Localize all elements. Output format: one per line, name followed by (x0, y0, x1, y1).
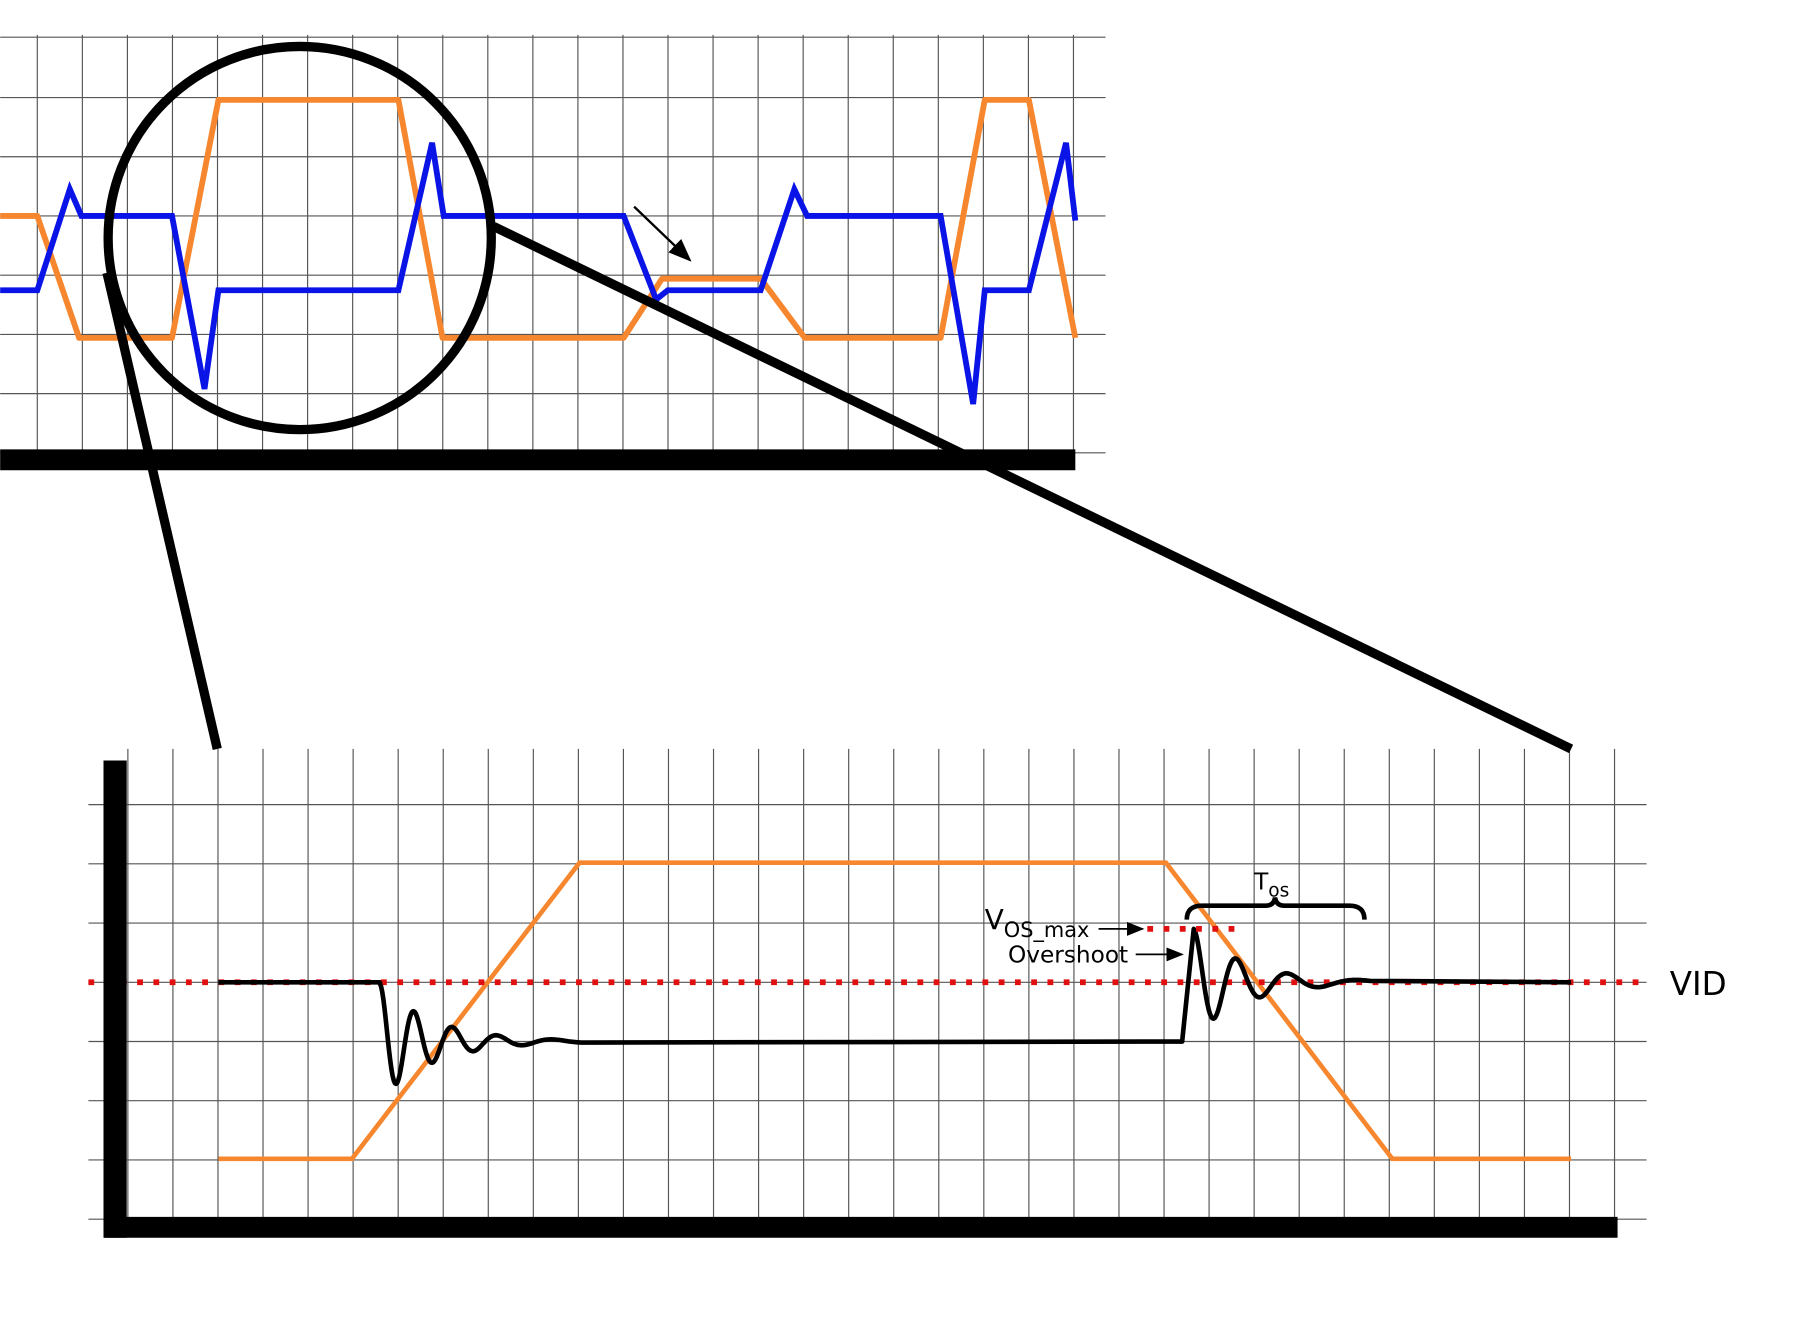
vos-max-label: VOS_max (985, 903, 1090, 942)
vos-main: V (985, 903, 1004, 936)
zoom-line-left (102, 271, 222, 750)
zoom-line-right (491, 222, 1574, 754)
tos-label: Tos (1253, 868, 1289, 901)
bottom-response-wave (218, 926, 1572, 1087)
top-orange-wave (0, 96, 1079, 341)
top-blue-wave (0, 142, 1079, 405)
vos-sub: OS_max (1004, 918, 1090, 942)
overshoot-label: Overshoot (1008, 942, 1128, 969)
tos-main: T (1253, 868, 1269, 895)
zoom-circle (103, 41, 496, 435)
vid-label: VID (1670, 965, 1727, 1003)
bottom-orange-wave (218, 860, 1572, 1162)
bottom-grid (88, 748, 1647, 1229)
tos-sub: os (1268, 880, 1289, 901)
pointer-arrow (633, 205, 692, 262)
tos-brace (1184, 897, 1367, 920)
